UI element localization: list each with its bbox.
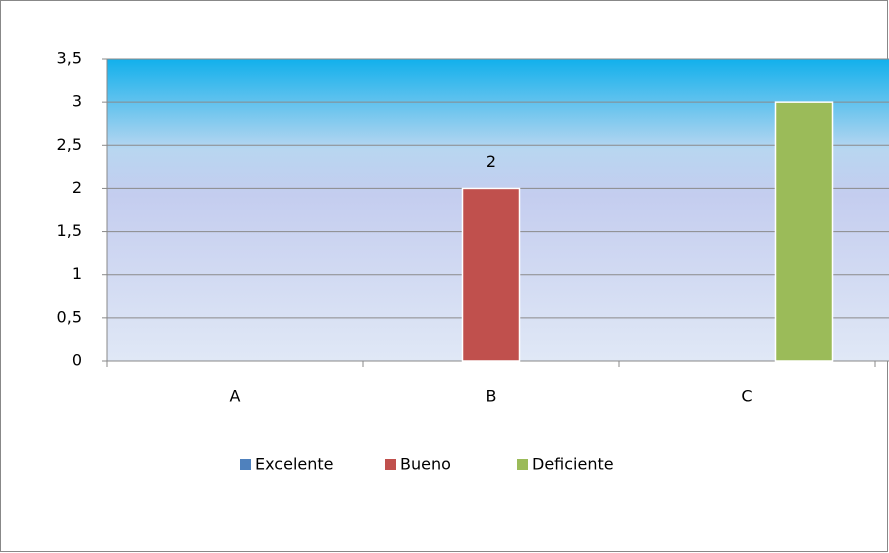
legend-swatch [240,459,251,470]
legend-swatch [385,459,396,470]
data-label: 2 [486,152,496,171]
legend-swatch [517,459,528,470]
y-tick-label: 2,5 [57,135,82,154]
legend-label: Excelente [255,455,333,474]
y-tick-label: 2 [72,178,82,197]
legend-label: Bueno [400,455,451,474]
x-tick-label: B [486,387,497,406]
legend-label: Deficiente [532,455,614,474]
y-tick-label: 3 [72,92,82,111]
y-tick-label: 0,5 [57,307,82,326]
y-tick-label: 0 [72,351,82,370]
y-tick-label: 1 [72,264,82,283]
y-tick-label: 1,5 [57,221,82,240]
x-tick-label: C [741,387,752,406]
bar [774,101,834,362]
x-tick-label: A [230,387,241,406]
y-tick-label: 3,5 [57,49,82,68]
bar [461,187,521,362]
